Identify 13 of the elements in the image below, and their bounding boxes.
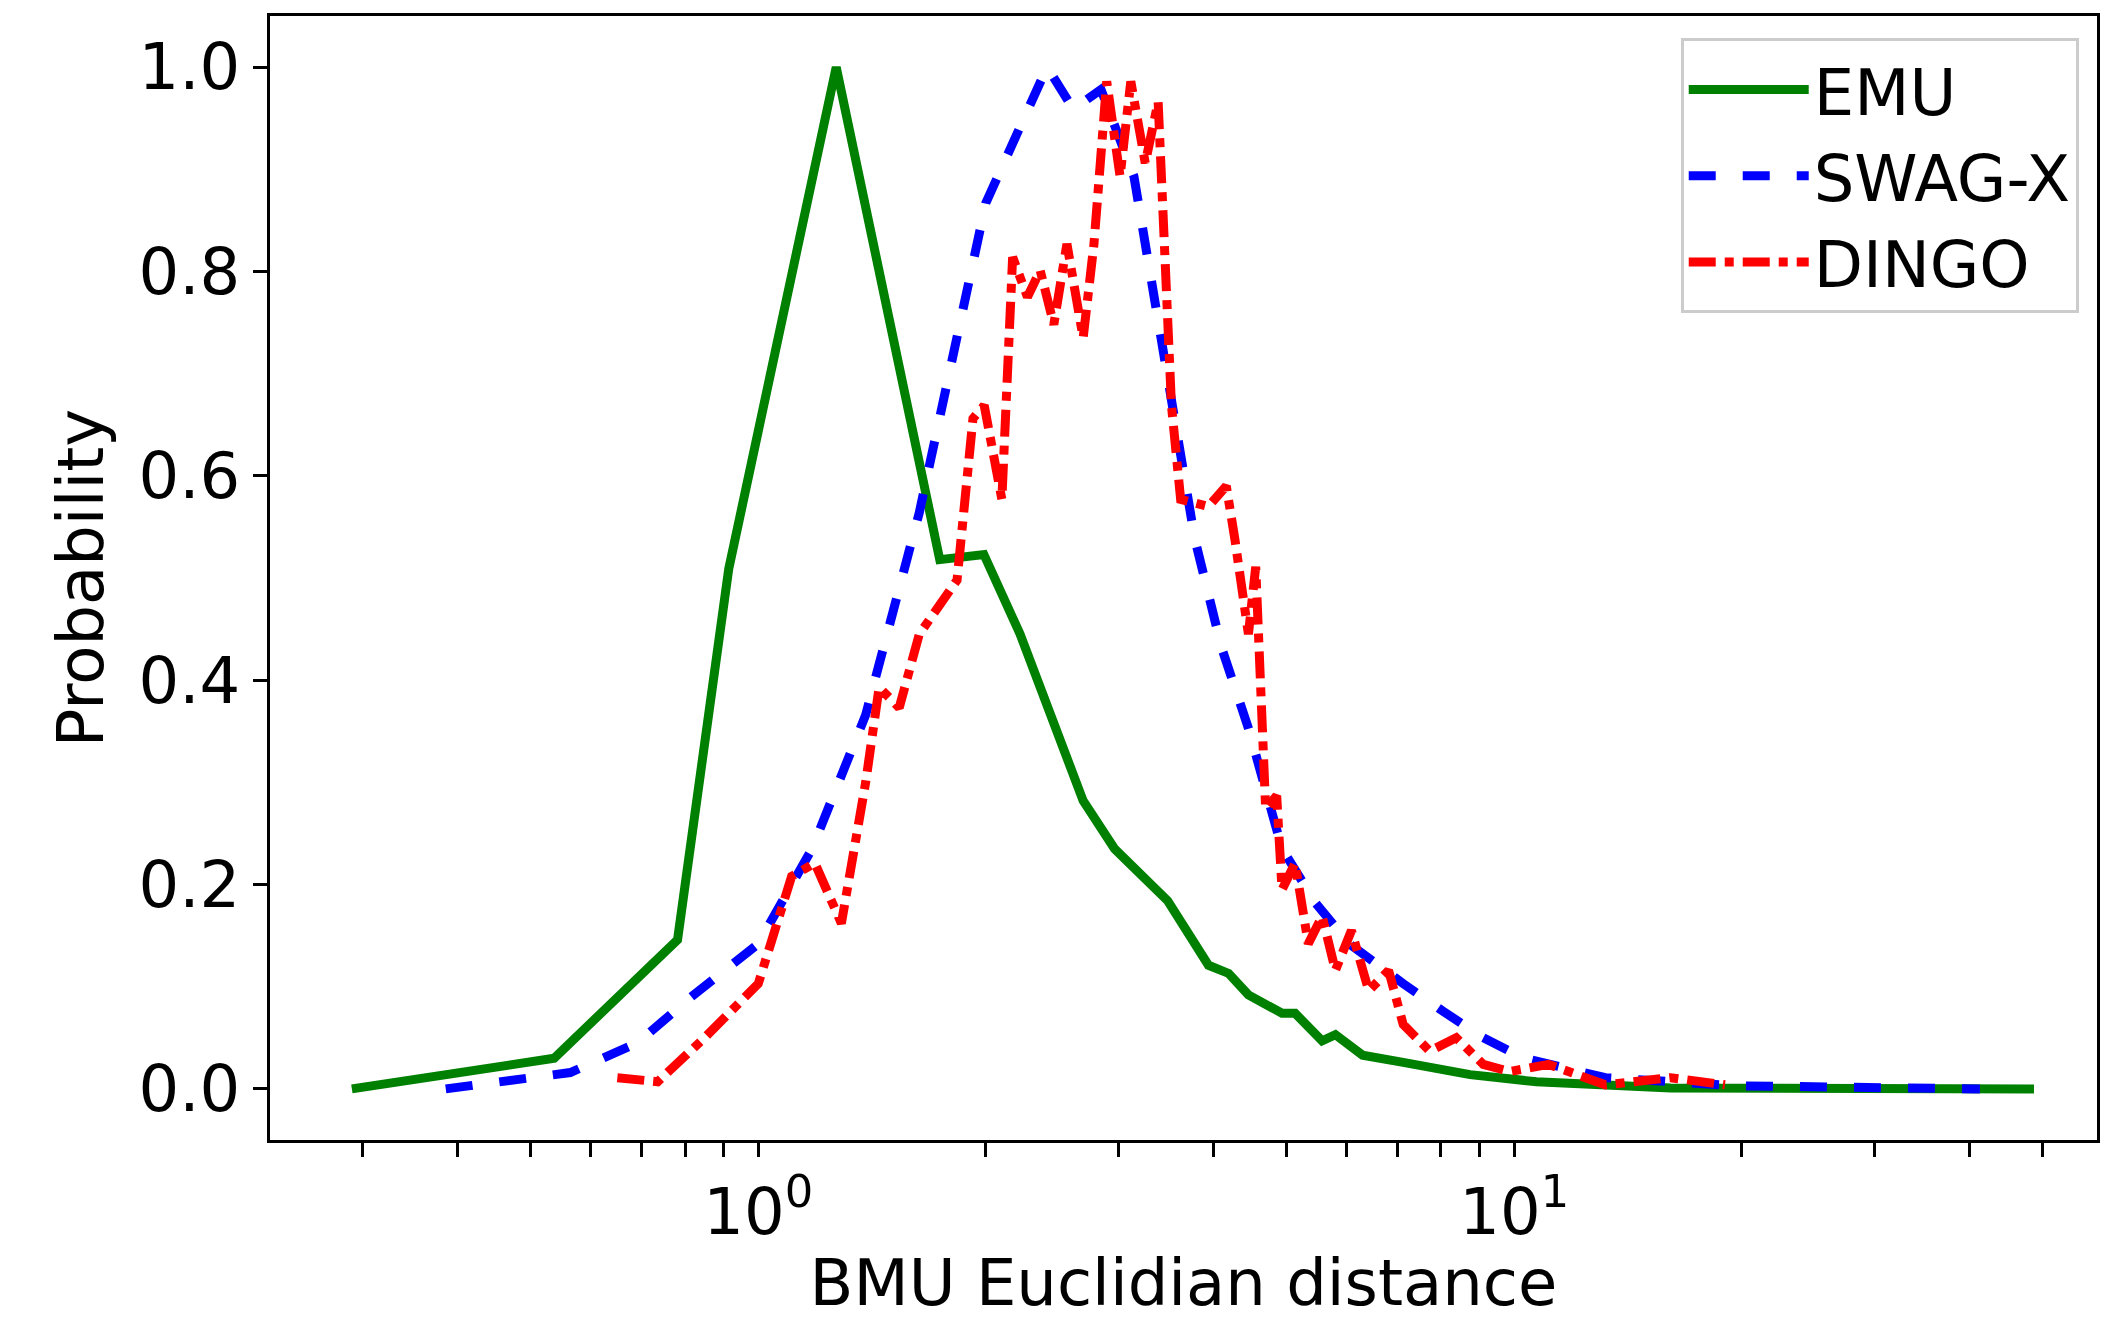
- x-tick-label: 10$^{1}$: [1459, 1164, 1570, 1249]
- legend-label: DINGO: [1813, 227, 2030, 302]
- y-tick-label: 0.4: [138, 643, 241, 718]
- x-tick-label: 10$^{0}$: [703, 1164, 814, 1249]
- x-axis-title: BMU Euclidian distance: [809, 1246, 1558, 1320]
- y-tick-label: 0.0: [138, 1052, 241, 1127]
- y-tick-label: 0.8: [138, 234, 241, 309]
- y-tick-label: 0.6: [138, 439, 241, 514]
- y-tick-label: 0.2: [138, 847, 241, 922]
- legend-label: SWAG-X: [1813, 141, 2071, 216]
- legend-label: EMU: [1813, 55, 1957, 130]
- y-axis-title: Probability: [43, 408, 118, 748]
- y-tick-label: 1.0: [138, 30, 241, 105]
